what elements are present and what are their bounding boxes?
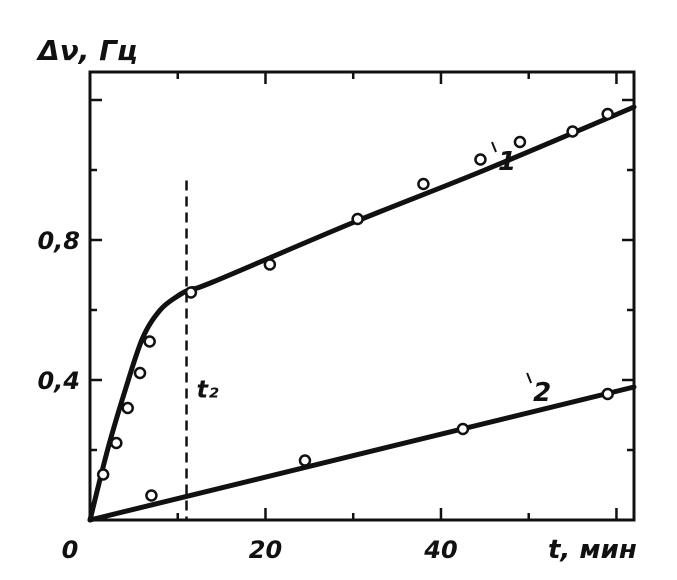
y-tick-label-0-8: 0,8 <box>37 227 80 255</box>
series-1-point <box>263 258 277 271</box>
series-1-point <box>110 436 123 450</box>
series-2-line <box>87 384 637 523</box>
series-1-point <box>601 107 614 121</box>
y-axis-label: Δν, Гц <box>36 34 138 67</box>
x-axis-label: t, мин <box>548 535 637 565</box>
series-1-label: 1 <box>498 147 516 177</box>
series-1-point <box>96 468 110 481</box>
series-label-leader <box>491 141 497 153</box>
data-points <box>96 107 614 502</box>
x-tick-label-20: 20 <box>249 536 282 564</box>
t2-marker-label: t₂ <box>197 376 219 404</box>
series-1-point <box>351 212 364 226</box>
x-tick-label-0: 0 <box>62 536 79 564</box>
series-2-point <box>601 387 614 401</box>
y-tick-label-0-4: 0,4 <box>37 367 80 395</box>
series-1-point <box>143 335 156 348</box>
series-1-point <box>121 401 134 415</box>
series-1-point <box>133 366 147 380</box>
series-1-point <box>566 125 579 138</box>
series-2-label: 2 <box>533 378 551 408</box>
series-2-point <box>145 489 158 502</box>
series-1-point <box>417 177 430 191</box>
series-2-point <box>456 422 470 436</box>
series-1-line <box>87 104 637 523</box>
axis-ticks <box>90 72 634 520</box>
series-lines <box>87 104 637 523</box>
plot-frame <box>88 70 636 522</box>
series-1-point <box>513 135 527 149</box>
series-label-leader <box>526 372 533 384</box>
x-tick-label-40: 40 <box>423 536 457 564</box>
series-2-point <box>298 454 312 467</box>
series-1-point <box>474 153 487 166</box>
